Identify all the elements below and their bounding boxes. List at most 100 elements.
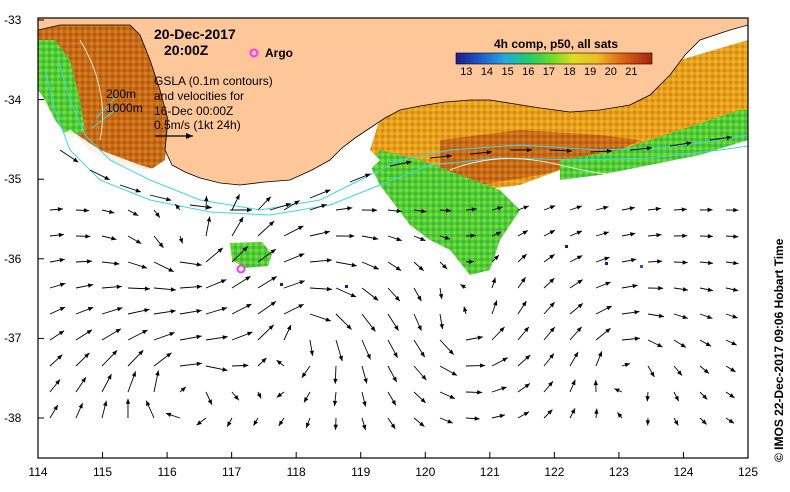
velocity-arrow xyxy=(269,203,292,211)
velocity-arrow xyxy=(439,391,456,400)
velocity-arrow xyxy=(196,417,207,426)
velocity-arrow xyxy=(101,373,112,393)
velocity-field xyxy=(49,135,739,431)
sst-patch-west-green xyxy=(38,40,85,140)
velocity-arrow xyxy=(309,339,314,356)
velocity-arrow xyxy=(179,308,202,315)
velocity-arrow xyxy=(629,146,652,151)
velocity-arrow xyxy=(179,386,187,393)
velocity-arrow xyxy=(174,203,181,211)
velocity-arrow xyxy=(413,313,422,331)
velocity-arrow xyxy=(335,339,343,362)
velocity-arrow xyxy=(725,207,739,213)
velocity-arrow xyxy=(465,259,474,265)
isobath-label-pointer-2 xyxy=(91,107,119,129)
velocity-arrow xyxy=(569,351,579,367)
colorbar-label: 15 xyxy=(501,66,514,78)
sst-patch-orange-band xyxy=(440,130,640,185)
velocity-arrow xyxy=(119,184,142,193)
argo-label: Argo xyxy=(265,46,293,60)
velocity-arrow xyxy=(387,339,398,358)
velocity-arrow xyxy=(413,391,426,404)
velocity-arrow xyxy=(257,324,274,341)
sst-patch-green-plume xyxy=(370,150,520,275)
velocity-arrow xyxy=(101,307,123,315)
velocity-arrow xyxy=(231,303,252,315)
velocity-arrow xyxy=(647,365,655,378)
gsla-contour-1 xyxy=(449,158,661,177)
velocity-arrow xyxy=(517,354,531,367)
velocity-arrow xyxy=(645,391,650,402)
colorbar-label: 19 xyxy=(583,66,597,78)
velocity-arrow xyxy=(517,411,530,419)
y-tick-label: -33 xyxy=(4,13,22,27)
velocity-arrow xyxy=(127,209,139,217)
colorbar xyxy=(455,52,653,65)
velocity-arrow xyxy=(205,335,228,341)
velocity-arrow xyxy=(465,233,476,238)
velocity-arrow xyxy=(283,303,304,315)
velocity-arrow xyxy=(204,196,209,211)
velocity-arrow xyxy=(413,235,426,242)
velocity-arrow xyxy=(569,279,583,289)
velocity-arrow xyxy=(89,169,110,181)
velocity-arrow xyxy=(153,352,172,367)
y-tick-label: -38 xyxy=(4,411,22,425)
velocity-arrow xyxy=(647,259,663,264)
velocity-arrow xyxy=(594,408,599,419)
colorbar-label: 21 xyxy=(625,66,638,78)
velocity-arrow xyxy=(699,287,714,292)
velocity-arrow xyxy=(647,286,664,291)
velocity-arrow xyxy=(153,261,174,273)
velocity-arrow xyxy=(517,277,526,289)
velocity-arrow xyxy=(205,216,212,237)
velocity-arrow xyxy=(413,339,426,358)
velocity-arrow xyxy=(387,235,402,242)
velocity-arrow xyxy=(469,150,492,155)
velocity-arrow xyxy=(335,313,352,330)
scale-label: 0.5m/s (1kt 24h) xyxy=(154,118,241,132)
velocity-arrow xyxy=(491,300,498,315)
x-tick-label: 118 xyxy=(286,465,306,479)
velocity-arrow xyxy=(153,309,176,315)
velocity-arrow xyxy=(439,261,448,270)
sst-patch-green-east xyxy=(560,110,748,180)
velocity-arrow xyxy=(101,400,108,419)
velocity-arrow xyxy=(517,253,527,263)
velocity-arrow xyxy=(517,230,529,237)
isobath-label-200m: 200m xyxy=(106,87,137,101)
velocity-arrow xyxy=(543,229,556,237)
velocity-arrow xyxy=(543,254,555,263)
x-tick-label: 121 xyxy=(479,465,500,479)
velocity-arrow xyxy=(127,308,150,315)
velocity-arrow xyxy=(673,233,688,239)
velocity-arrow xyxy=(276,359,285,367)
velocity-arrow xyxy=(673,391,680,402)
velocity-arrow xyxy=(725,260,739,266)
velocity-arrow xyxy=(725,234,739,239)
y-tick-label: -37 xyxy=(4,331,22,346)
x-axis-ticks xyxy=(37,452,749,458)
velocity-arrow xyxy=(460,284,467,289)
velocity-arrow xyxy=(647,339,663,348)
credit-text: © IMOS 22-Dec-2017 09:06 Hobart Time xyxy=(772,238,786,462)
isobath-200m xyxy=(57,59,748,211)
velocity-arrow xyxy=(257,276,277,289)
velocity-arrow xyxy=(621,232,636,237)
velocity-arrow xyxy=(165,412,181,419)
velocity-arrow xyxy=(413,261,424,272)
colorbar-label: 18 xyxy=(563,66,576,78)
velocity-arrow xyxy=(465,416,480,421)
velocity-arrow xyxy=(543,301,555,315)
velocity-arrow xyxy=(510,147,532,153)
velocity-arrow xyxy=(543,326,556,341)
velocity-arrow xyxy=(387,287,401,302)
velocity-arrow xyxy=(231,194,240,211)
velocity-arrow xyxy=(699,339,712,347)
velocity-arrow xyxy=(231,246,248,263)
velocity-arrow xyxy=(303,391,311,403)
x-tick-label: 124 xyxy=(673,465,694,479)
velocity-arrow xyxy=(127,235,142,244)
velocity-arrow xyxy=(127,349,144,367)
velocity-arrow xyxy=(569,205,583,211)
